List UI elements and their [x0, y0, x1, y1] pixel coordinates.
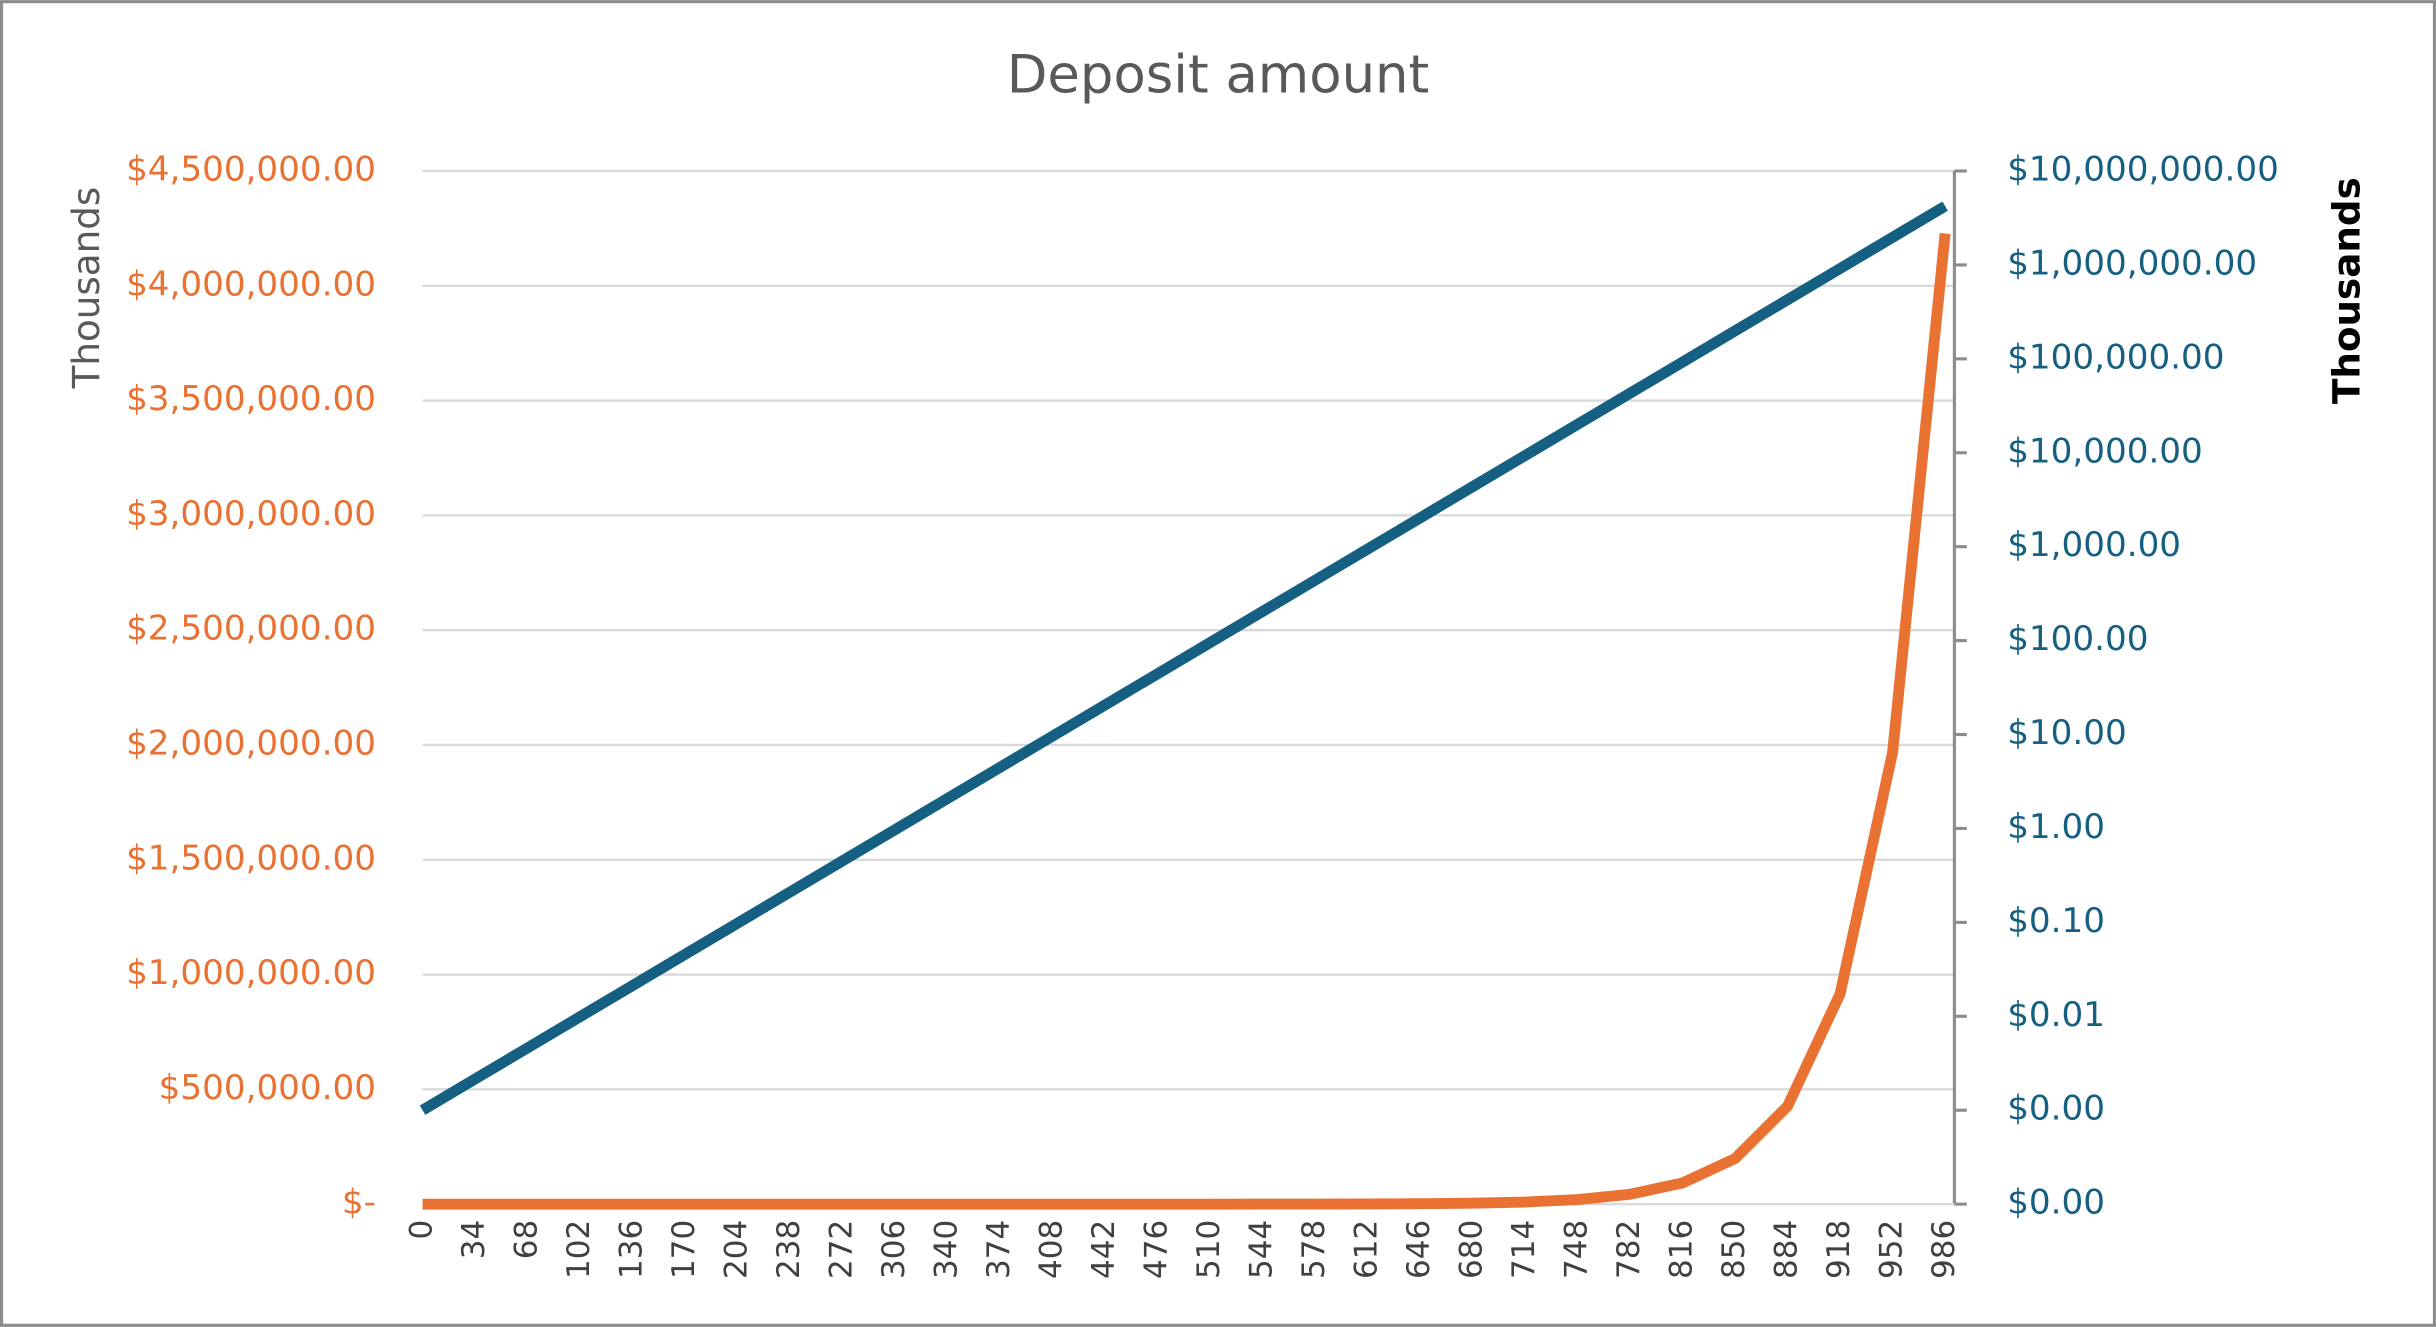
x-tick-label: 136	[614, 1220, 650, 1279]
x-tick-label: 238	[771, 1220, 807, 1279]
x-tick-label: 374	[981, 1220, 1017, 1279]
x-tick-label: 952	[1874, 1220, 1910, 1279]
x-tick-label: 816	[1664, 1220, 1700, 1279]
x-tick-label: 884	[1769, 1220, 1805, 1279]
x-tick-label: 782	[1611, 1220, 1647, 1279]
series-line	[422, 232, 1951, 1210]
chart-title: Deposit amount	[1007, 44, 1429, 105]
x-tick-label: 986	[1926, 1220, 1962, 1279]
x-tick-label: 170	[666, 1220, 702, 1279]
x-tick-label: 476	[1139, 1220, 1175, 1279]
x-tick-label: 306	[876, 1220, 912, 1279]
y-tick-label: $1,000,000.00	[126, 953, 376, 993]
x-tick-label: 578	[1296, 1220, 1332, 1279]
x-tick-label: 340	[929, 1220, 965, 1279]
x-tick-label: 510	[1191, 1220, 1227, 1279]
y2-tick-label: $0.10	[2007, 901, 2105, 941]
x-tick-label: 544	[1244, 1220, 1280, 1279]
x-tick-label: 34	[456, 1220, 492, 1260]
y-tick-label: $4,500,000.00	[126, 150, 376, 190]
y2-tick-label: $10.00	[2007, 713, 2127, 753]
x-tick-label: 408	[1034, 1220, 1070, 1279]
x-tick-label: 204	[719, 1220, 755, 1279]
y-tick-label: $500,000.00	[159, 1068, 376, 1108]
y-tick-label: $3,500,000.00	[126, 379, 376, 419]
y-tick-label: $4,000,000.00	[126, 264, 376, 304]
x-tick-label: 0	[404, 1220, 440, 1240]
y2-tick-label: $100,000.00	[2007, 337, 2224, 377]
y2-tick-label: $0.01	[2007, 995, 2105, 1035]
x-tick-label: 272	[824, 1220, 860, 1279]
x-tick-label: 102	[561, 1220, 597, 1279]
y2-tick-label: $10,000.00	[2007, 431, 2203, 471]
x-tick-label: 68	[509, 1220, 545, 1260]
y2-axis-title: Thousands	[2325, 177, 2369, 404]
x-tick-label: 748	[1559, 1220, 1595, 1279]
x-tick-label: 646	[1401, 1220, 1437, 1279]
x-tick-label: 442	[1086, 1220, 1122, 1279]
x-tick-label: 714	[1506, 1220, 1542, 1279]
y-tick-label: $2,500,000.00	[126, 609, 376, 649]
y-tick-label: $3,000,000.00	[126, 494, 376, 534]
y2-tick-label: $1,000,000.00	[2007, 243, 2257, 283]
y2-tick-label: $0.00	[2007, 1089, 2105, 1129]
x-tick-label: 850	[1716, 1220, 1752, 1279]
y-axis-title: Thousands	[64, 187, 108, 390]
y2-tick-label: $1.00	[2007, 807, 2105, 847]
y2-tick-label: $100.00	[2007, 619, 2148, 659]
y2-tick-label: $0.00	[2007, 1183, 2105, 1223]
x-tick-label: 680	[1454, 1220, 1490, 1279]
y-tick-label: $2,000,000.00	[126, 723, 376, 763]
series-line	[419, 201, 1948, 1115]
x-tick-label: 612	[1349, 1220, 1385, 1279]
x-tick-label: 918	[1821, 1220, 1857, 1279]
y2-tick-label: $10,000,000.00	[2007, 150, 2279, 190]
y-tick-label: $-	[342, 1183, 376, 1223]
y2-tick-label: $1,000.00	[2007, 525, 2181, 565]
y-tick-label: $1,500,000.00	[126, 838, 376, 878]
